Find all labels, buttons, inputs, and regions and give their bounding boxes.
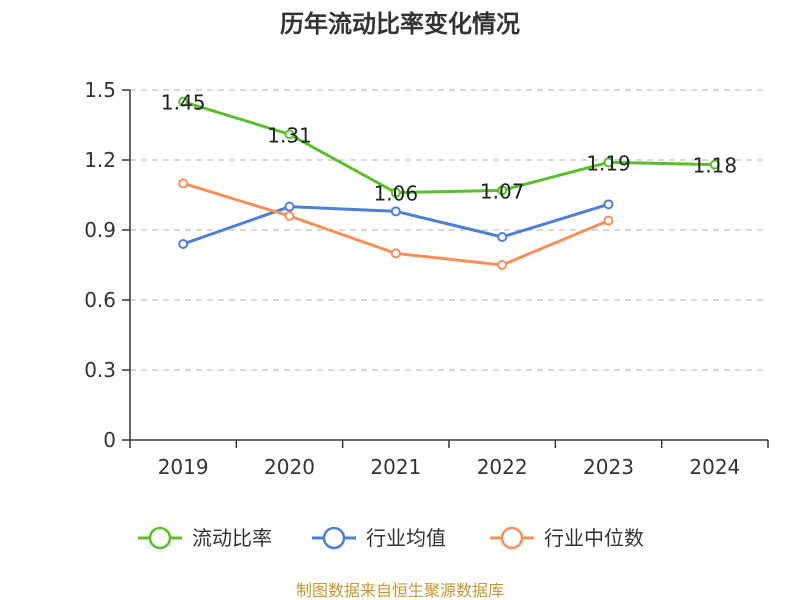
data-point xyxy=(497,260,508,270)
series-group xyxy=(178,96,720,270)
data-label: 1.19 xyxy=(586,151,631,175)
legend-label: 行业中位数 xyxy=(544,526,644,550)
y-tick-label: 1.2 xyxy=(84,148,116,172)
data-point xyxy=(603,199,614,210)
x-tick-label: 2023 xyxy=(583,455,634,479)
data-point xyxy=(603,157,614,168)
grid-lines xyxy=(130,89,768,371)
data-point xyxy=(284,211,295,221)
data-label: 1.45 xyxy=(161,91,206,115)
x-tick-label: 2022 xyxy=(477,455,528,479)
x-tick-label: 2024 xyxy=(689,455,740,479)
data-point xyxy=(284,201,295,212)
source-note: 制图数据来自恒生聚源数据库 xyxy=(296,581,504,600)
data-point xyxy=(390,187,401,198)
x-tick-label: 2019 xyxy=(158,455,209,479)
x-tick-label: 2021 xyxy=(370,455,421,479)
y-tick-label: 0.6 xyxy=(84,288,116,312)
data-label: 1.31 xyxy=(267,123,312,147)
data-point xyxy=(178,239,189,249)
data-point xyxy=(709,159,720,170)
y-tick-label: 1.5 xyxy=(84,78,116,102)
x-tick-label: 2020 xyxy=(264,455,315,479)
legend-marker xyxy=(148,526,172,550)
legend-marker xyxy=(322,526,346,550)
y-tick-label: 0.3 xyxy=(84,358,116,382)
data-label: 1.18 xyxy=(693,154,738,178)
data-point xyxy=(390,248,401,259)
axes: 0 0.3 0.6 0.9 1.2 1.5 2019 2020 2021 2022 2023 2024 xyxy=(84,78,769,479)
data-point xyxy=(390,206,401,217)
legend: 流动比率 行业均值 行业中位数 xyxy=(138,526,644,550)
y-tick-label: 0.9 xyxy=(84,218,116,242)
data-point xyxy=(497,185,508,196)
data-point xyxy=(178,178,189,189)
series-line-0 xyxy=(182,100,715,195)
data-label: 1.06 xyxy=(374,182,419,206)
y-tick-label: 0 xyxy=(103,428,116,452)
data-point xyxy=(178,96,189,107)
legend-label: 行业均值 xyxy=(366,526,446,550)
legend-label: 流动比率 xyxy=(192,526,272,550)
data-point xyxy=(497,232,508,242)
data-point xyxy=(603,215,614,226)
chart-title: 历年流动比率变化情况 xyxy=(280,10,520,38)
data-label: 1.07 xyxy=(480,179,525,203)
data-point xyxy=(284,129,295,140)
data-labels: 1.45 1.31 1.06 1.07 1.19 1.18 xyxy=(161,91,737,206)
legend-marker xyxy=(500,526,524,550)
